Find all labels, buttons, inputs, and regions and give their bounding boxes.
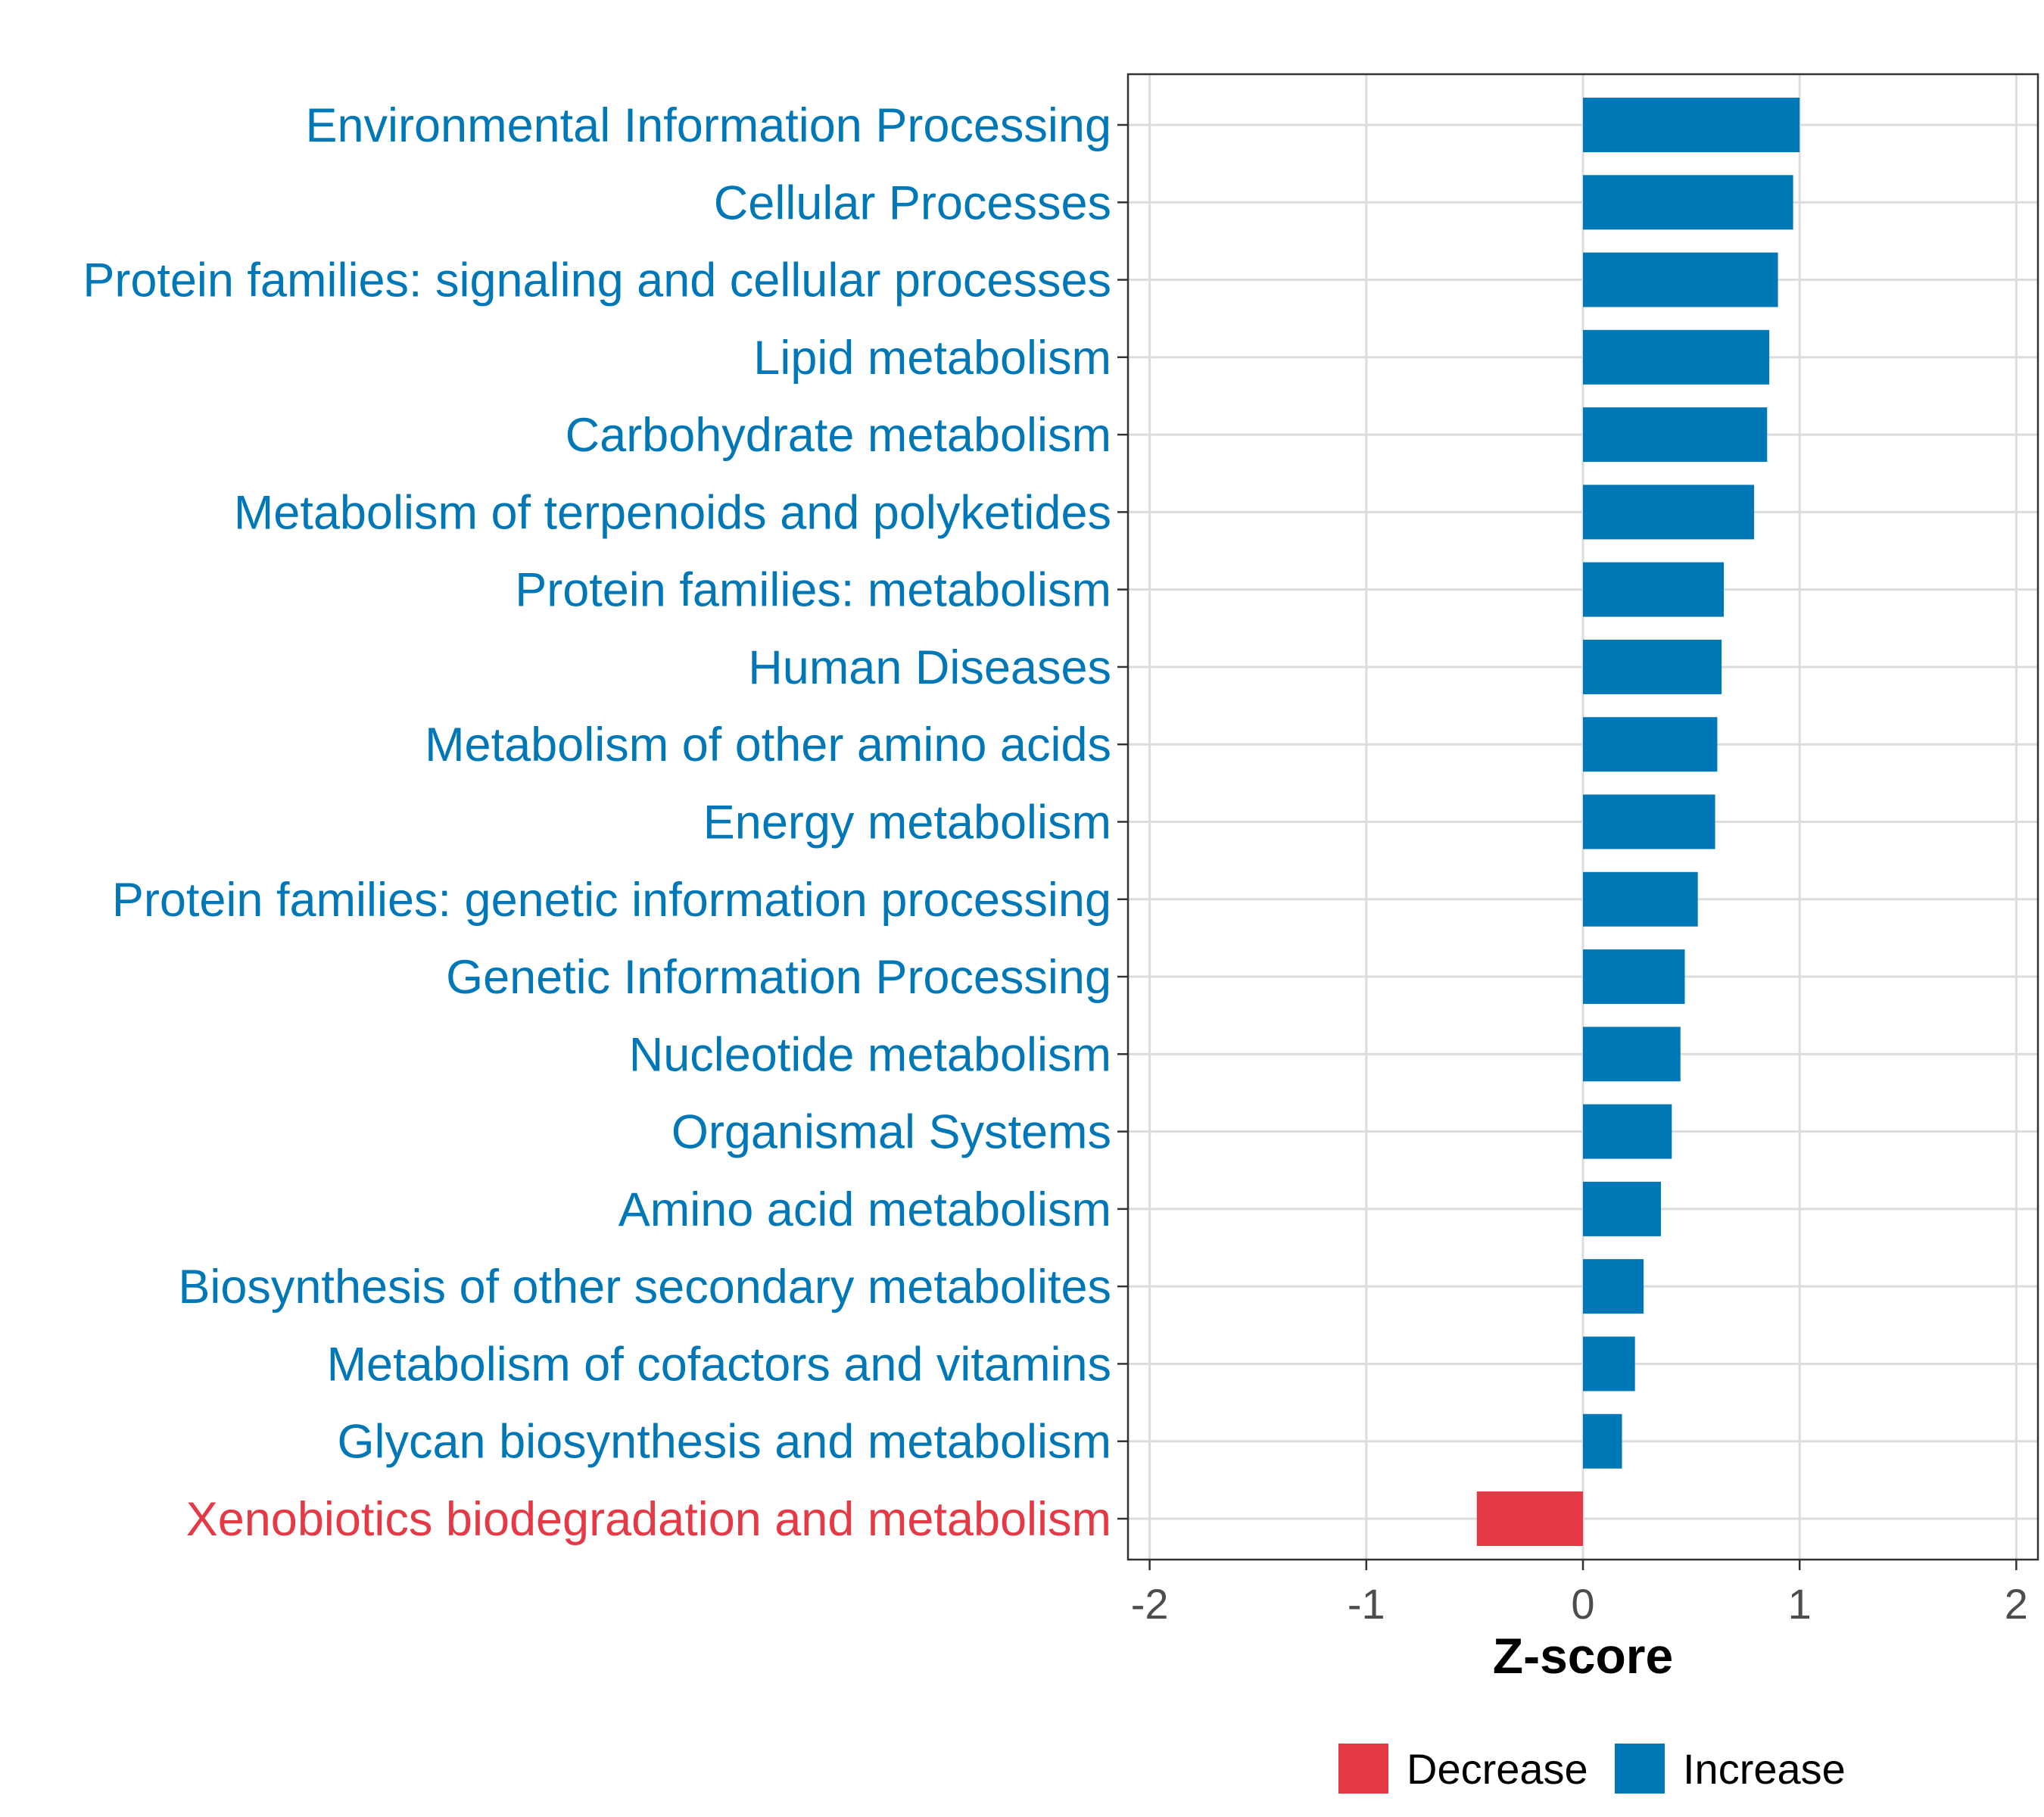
bar-8: [1583, 717, 1718, 772]
legend-swatch-increase: [1615, 1744, 1665, 1794]
bar-17: [1583, 1413, 1622, 1469]
x-axis-title: Z-score: [1493, 1628, 1673, 1684]
bar-3: [1583, 329, 1770, 385]
bar-9: [1583, 794, 1715, 849]
x-tick-label: 0: [1571, 1580, 1594, 1628]
category-labels: Environmental Information Processing Cell…: [83, 99, 1111, 1546]
bar-6: [1583, 562, 1725, 617]
bar-0: [1583, 98, 1800, 152]
legend: Decrease Increase: [1338, 1744, 1846, 1794]
category-label: Nucleotide metabolism: [629, 1028, 1111, 1081]
bars: [1476, 98, 1800, 1546]
x-tick-labels: -2 -1 0 1 2: [1131, 1580, 2028, 1628]
bar-14: [1583, 1181, 1662, 1236]
category-label: Environmental Information Processing: [305, 99, 1111, 152]
bar-16: [1583, 1336, 1635, 1392]
y-axis-ticks: [1117, 123, 1128, 1520]
category-label: Energy metabolism: [703, 796, 1111, 849]
x-axis-ticks: [1148, 1560, 2018, 1570]
bar-18: [1476, 1491, 1583, 1546]
x-tick-label: 2: [2005, 1580, 2028, 1628]
category-label: Protein families: genetic information pr…: [112, 874, 1111, 927]
bar-10: [1583, 871, 1698, 927]
bar-15: [1583, 1259, 1644, 1314]
x-tick-label: 1: [1788, 1580, 1812, 1628]
category-label: Glycan biosynthesis and metabolism: [338, 1416, 1112, 1469]
category-label: Metabolism of cofactors and vitamins: [327, 1338, 1111, 1391]
category-label: Metabolism of other amino acids: [425, 718, 1111, 771]
bar-7: [1583, 639, 1722, 694]
category-label: Biosynthesis of other secondary metaboli…: [178, 1261, 1111, 1314]
category-label: Metabolism of terpenoids and polyketides: [234, 486, 1111, 539]
category-label: Genetic Information Processing: [446, 951, 1111, 1004]
category-label: Protein families: signaling and cellular…: [83, 254, 1111, 307]
category-label: Cellular Processes: [714, 176, 1111, 229]
legend-label-decrease: Decrease: [1407, 1745, 1588, 1793]
bar-5: [1583, 485, 1755, 540]
category-label: Amino acid metabolism: [618, 1183, 1111, 1236]
category-label: Human Diseases: [748, 641, 1111, 694]
bar-2: [1583, 252, 1778, 307]
bar-12: [1583, 1027, 1681, 1082]
bar-11: [1583, 949, 1685, 1005]
bar-13: [1583, 1104, 1672, 1159]
bar-4: [1583, 407, 1768, 463]
legend-label-increase: Increase: [1683, 1745, 1846, 1793]
bar-1: [1583, 175, 1793, 230]
category-label: Protein families: metabolism: [515, 564, 1111, 617]
category-label: Lipid metabolism: [753, 332, 1111, 385]
category-label: Organismal Systems: [671, 1106, 1111, 1159]
category-label: Xenobiotics biodegradation and metabolis…: [186, 1493, 1111, 1546]
category-label: Carbohydrate metabolism: [566, 409, 1111, 462]
x-tick-label: -1: [1348, 1580, 1385, 1628]
legend-swatch-decrease: [1338, 1744, 1388, 1794]
x-tick-label: -2: [1131, 1580, 1169, 1628]
